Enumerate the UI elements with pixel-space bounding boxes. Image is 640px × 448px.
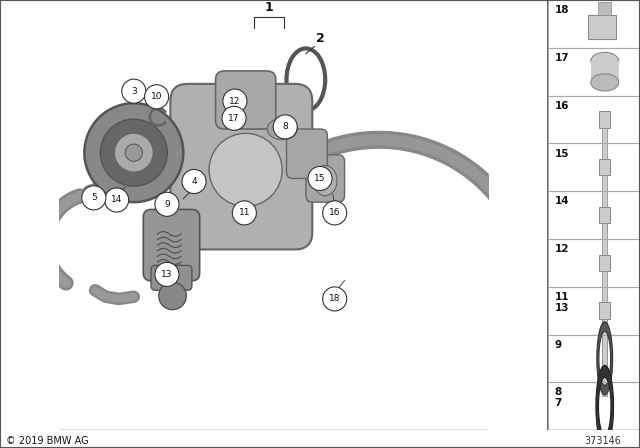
FancyBboxPatch shape xyxy=(143,210,200,281)
Ellipse shape xyxy=(314,166,337,196)
Circle shape xyxy=(209,134,282,207)
Ellipse shape xyxy=(591,74,619,91)
Bar xyxy=(547,335,640,382)
Circle shape xyxy=(232,201,257,225)
Text: 9: 9 xyxy=(555,340,562,350)
Text: 16: 16 xyxy=(555,101,569,111)
Bar xyxy=(599,159,611,176)
Text: 12: 12 xyxy=(555,244,569,254)
Bar xyxy=(547,0,549,430)
Text: 1: 1 xyxy=(265,1,274,14)
Text: 4: 4 xyxy=(191,177,197,186)
Ellipse shape xyxy=(267,118,297,140)
Bar xyxy=(599,254,611,271)
Bar xyxy=(547,143,640,191)
Text: 14: 14 xyxy=(555,196,569,207)
Bar xyxy=(602,128,607,171)
Bar xyxy=(602,223,607,271)
Text: 8: 8 xyxy=(282,122,288,131)
Bar xyxy=(547,382,640,430)
Circle shape xyxy=(84,103,183,202)
FancyBboxPatch shape xyxy=(170,84,312,250)
Text: 17: 17 xyxy=(555,53,569,63)
Bar xyxy=(599,302,611,319)
Text: 9: 9 xyxy=(164,200,170,209)
Bar xyxy=(547,95,640,143)
Text: 8
7: 8 7 xyxy=(555,388,562,408)
Text: 5: 5 xyxy=(91,194,97,202)
Bar xyxy=(598,2,611,15)
Text: 15: 15 xyxy=(314,174,326,183)
Text: 14: 14 xyxy=(111,195,122,204)
Circle shape xyxy=(125,144,143,161)
Bar xyxy=(599,111,611,128)
Text: 2: 2 xyxy=(316,32,324,45)
FancyBboxPatch shape xyxy=(216,71,276,129)
Text: 16: 16 xyxy=(329,208,340,217)
Circle shape xyxy=(100,119,168,186)
Bar xyxy=(591,61,619,82)
Circle shape xyxy=(223,89,247,113)
Circle shape xyxy=(115,134,153,172)
Circle shape xyxy=(155,263,179,286)
Text: 12: 12 xyxy=(229,97,241,106)
Circle shape xyxy=(323,287,347,311)
Bar xyxy=(602,319,607,396)
FancyBboxPatch shape xyxy=(306,155,344,202)
Text: 3: 3 xyxy=(131,86,137,96)
Circle shape xyxy=(222,106,246,130)
Circle shape xyxy=(308,167,332,190)
Text: 18: 18 xyxy=(555,5,569,15)
Bar xyxy=(547,239,640,287)
Text: 373146: 373146 xyxy=(584,436,621,446)
Circle shape xyxy=(145,85,169,109)
Text: © 2019 BMW AG: © 2019 BMW AG xyxy=(6,436,89,446)
Circle shape xyxy=(273,115,297,139)
Text: 11: 11 xyxy=(239,208,250,217)
Text: 10: 10 xyxy=(151,92,163,101)
Circle shape xyxy=(323,201,347,225)
FancyBboxPatch shape xyxy=(287,129,328,178)
Bar xyxy=(588,15,616,39)
Text: 13: 13 xyxy=(161,270,173,279)
Bar xyxy=(599,207,611,223)
Circle shape xyxy=(155,192,179,216)
Text: 15: 15 xyxy=(555,149,569,159)
Text: 17: 17 xyxy=(228,114,240,123)
Circle shape xyxy=(182,169,206,194)
Bar xyxy=(547,191,640,239)
Circle shape xyxy=(104,188,129,212)
Bar xyxy=(547,48,640,95)
Bar xyxy=(547,0,640,48)
Bar xyxy=(602,271,607,392)
Text: 18: 18 xyxy=(329,294,340,303)
Text: 11
13: 11 13 xyxy=(555,292,569,313)
Circle shape xyxy=(122,79,146,103)
Bar xyxy=(547,287,640,335)
FancyBboxPatch shape xyxy=(151,265,192,290)
Circle shape xyxy=(159,282,186,310)
Ellipse shape xyxy=(591,52,619,69)
Bar xyxy=(602,176,607,231)
Circle shape xyxy=(82,186,106,210)
